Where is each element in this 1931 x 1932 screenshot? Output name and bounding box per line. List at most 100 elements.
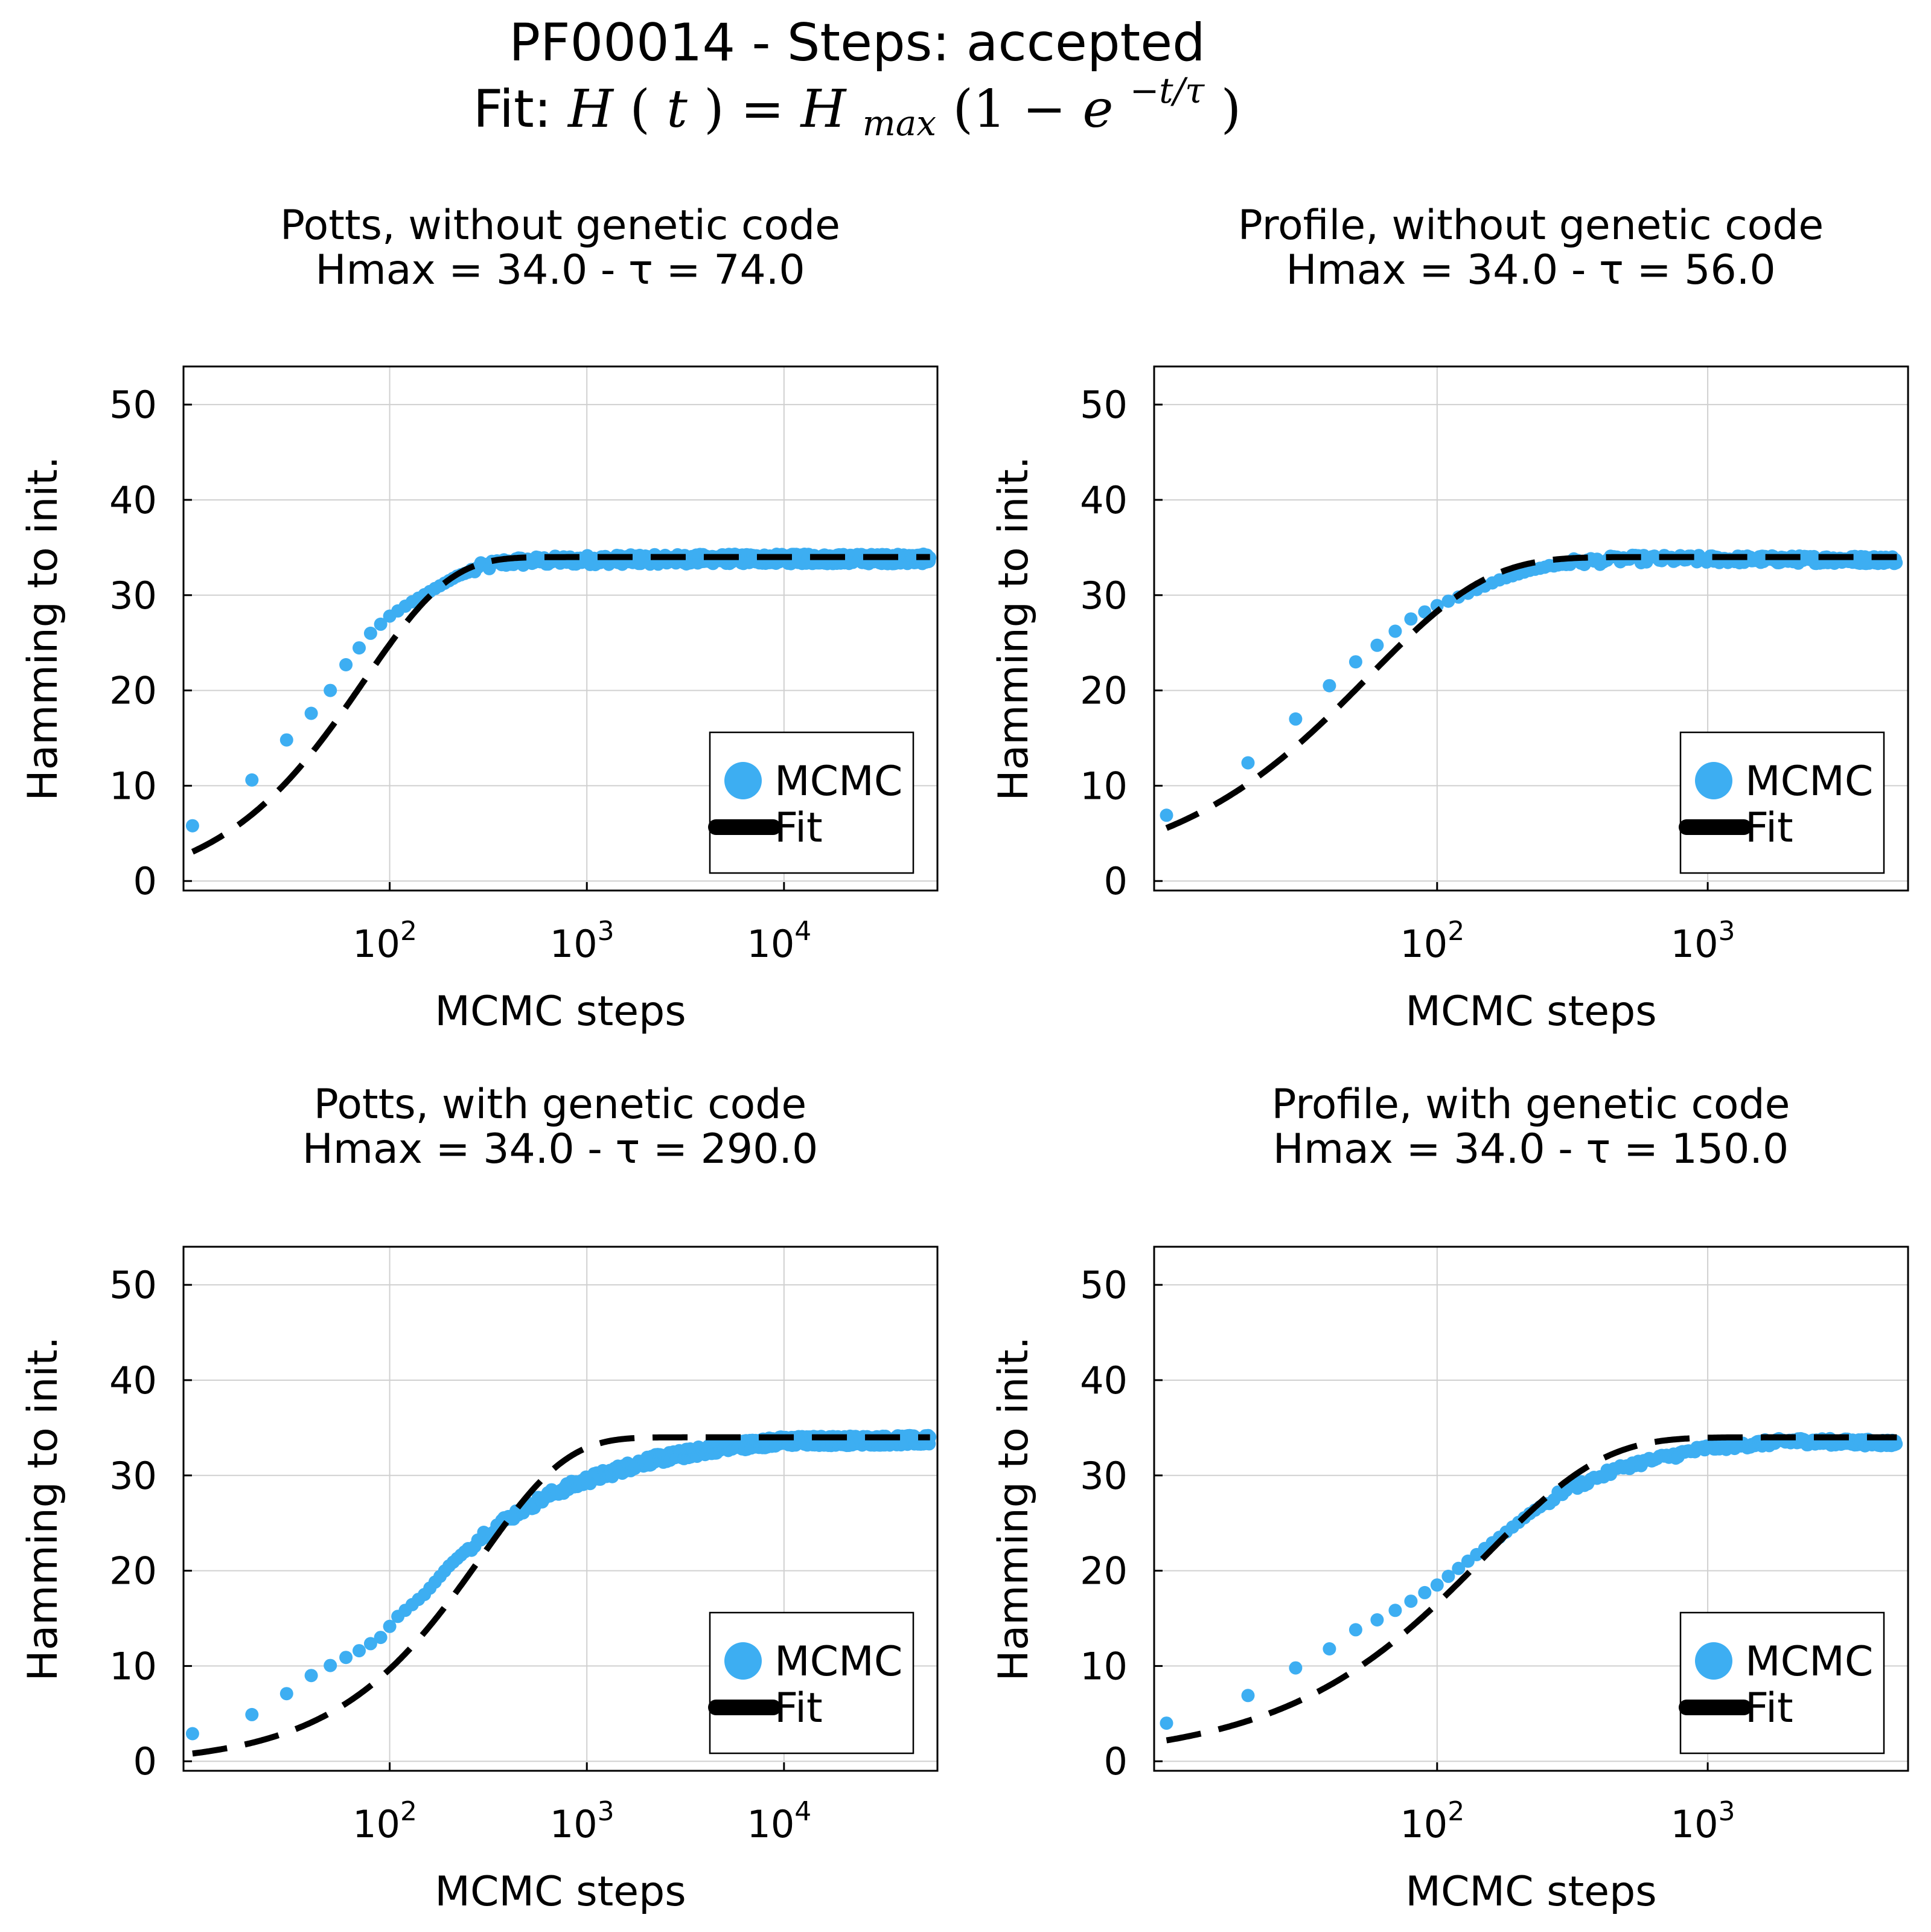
mcmc-point: [383, 1619, 397, 1633]
fit-e: e: [1082, 79, 1113, 139]
mcmc-point: [1323, 679, 1336, 693]
mcmc-point: [324, 1659, 337, 1672]
fit-prefix: Fit:: [473, 79, 568, 139]
y-tick-label: 10: [1080, 764, 1128, 808]
mcmc-point: [1441, 1569, 1455, 1583]
y-tick-label: 50: [109, 383, 157, 427]
plot-frame: [1153, 1246, 1909, 1772]
mcmc-point: [185, 1727, 199, 1741]
mcmc-point: [279, 1687, 293, 1701]
mcmc-point: [279, 733, 293, 747]
y-tick-label: 30: [1080, 1454, 1128, 1498]
mcmc-point: [1430, 1578, 1444, 1592]
legend-box: [1679, 731, 1885, 874]
y-tick-label: 40: [1080, 1358, 1128, 1403]
fit-exponent: −t/τ: [1130, 70, 1205, 111]
legend-box: [709, 731, 914, 874]
x-axis-label: MCMC steps: [1405, 988, 1656, 1035]
mcmc-point: [339, 1651, 353, 1665]
x-tick-label: 102: [353, 1796, 417, 1846]
fit-H: H: [567, 79, 614, 139]
legend-fit-label: Fit: [1745, 1684, 1793, 1732]
mcmc-point: [1404, 1595, 1418, 1608]
x-tick-label: 102: [353, 916, 417, 966]
panel-title: Profile, without genetic code: [1238, 202, 1824, 249]
y-axis-label: Hamming to init.: [990, 1336, 1038, 1681]
fit-curve: [192, 1434, 930, 1757]
y-tick-label: 0: [133, 1739, 157, 1783]
x-tick-label: 103: [550, 1796, 614, 1846]
x-tick-label: 103: [550, 916, 614, 966]
fit-curve: [1165, 554, 1897, 831]
y-tick-label: 30: [109, 574, 157, 618]
mcmc-point: [1160, 1716, 1173, 1730]
panel-title: Potts, without genetic code: [280, 202, 840, 249]
mcmc-point: [1349, 655, 1362, 669]
mcmc-point: [1441, 594, 1455, 608]
mcmc-point: [1370, 1613, 1384, 1627]
mcmc-point: [353, 1644, 366, 1658]
x-tick-label: 102: [1400, 1796, 1464, 1846]
mcmc-point: [1160, 808, 1173, 822]
mcmc-point: [1889, 1437, 1903, 1451]
panel-title: Potts, with genetic code: [314, 1081, 807, 1128]
y-axis-label: Hamming to init.: [19, 456, 67, 801]
panel-subtitle: Hmax = 34.0 - τ = 74.0: [315, 246, 805, 294]
mcmc-point: [363, 1637, 377, 1651]
panel-subtitle: Hmax = 34.0 - τ = 56.0: [1286, 246, 1775, 294]
legend-fit-label: Fit: [774, 804, 823, 852]
panel-subtitle: Hmax = 34.0 - τ = 290.0: [302, 1125, 818, 1173]
plot-frame: [1153, 365, 1909, 892]
fit-t: t: [666, 79, 688, 139]
y-axis-label: Hamming to init.: [19, 1336, 67, 1681]
legend-mcmc-label: MCMC: [774, 1638, 902, 1686]
plot-frame: [182, 365, 939, 892]
mcmc-point: [1241, 756, 1255, 770]
mcmc-point: [1388, 1604, 1402, 1617]
legend-mcmc-marker: [724, 1642, 762, 1680]
mcmc-point: [1289, 1661, 1303, 1675]
y-tick-label: 0: [133, 859, 157, 903]
fit-hmax-sub: max: [863, 103, 936, 144]
y-tick-label: 20: [109, 1549, 157, 1593]
y-axis-label: Hamming to init.: [990, 456, 1038, 801]
mcmc-point: [1418, 1585, 1432, 1599]
mcmc-point: [1404, 612, 1418, 626]
y-tick-label: 40: [109, 1358, 157, 1403]
fit-hmax-base: H: [799, 79, 847, 139]
mcmc-point: [1452, 1561, 1466, 1575]
legend-box: [709, 1611, 914, 1754]
mcmc-point: [245, 773, 259, 787]
legend-fit-label: Fit: [1745, 804, 1793, 852]
y-tick-label: 40: [1080, 478, 1128, 522]
y-tick-label: 20: [1080, 1549, 1128, 1593]
mcmc-point: [245, 1707, 259, 1721]
panel-title: Profile, with genetic code: [1271, 1081, 1790, 1128]
panel-subtitle: Hmax = 34.0 - τ = 150.0: [1273, 1125, 1789, 1173]
y-tick-label: 0: [1104, 1739, 1128, 1783]
figure-title: PF00014 - Steps: accepted: [509, 13, 1205, 73]
mcmc-point: [1370, 638, 1384, 652]
fit-formula: Fit: H ( t ) = H max (1 − e −t/τ ): [473, 55, 1241, 148]
legend-box: [1679, 1611, 1885, 1754]
mcmc-point: [324, 683, 337, 697]
y-tick-label: 50: [109, 1263, 157, 1307]
mcmc-point: [374, 617, 388, 631]
y-tick-label: 10: [109, 764, 157, 808]
mcmc-point: [339, 658, 353, 671]
plot-frame: [182, 1246, 939, 1772]
mcmc-point: [304, 1669, 318, 1683]
y-tick-label: 10: [1080, 1644, 1128, 1688]
y-tick-label: 10: [109, 1644, 157, 1688]
mcmc-point: [1241, 1689, 1255, 1703]
x-tick-label: 103: [1671, 1796, 1735, 1846]
y-tick-label: 20: [1080, 669, 1128, 713]
mcmc-point: [1289, 712, 1303, 726]
legend-mcmc-label: MCMC: [1745, 1638, 1873, 1686]
